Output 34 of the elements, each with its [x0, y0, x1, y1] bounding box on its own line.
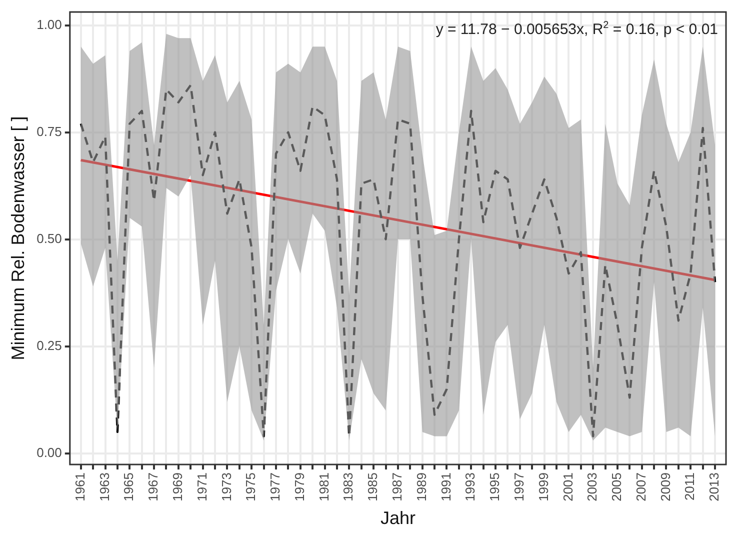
y-axis-title: Minimum Rel. Bodenwasser [ ]: [8, 116, 28, 360]
y-tick-label: 0.75: [36, 124, 62, 139]
x-tick-label: 2009: [658, 472, 673, 502]
x-tick-label: 1969: [170, 472, 186, 502]
x-tick-label: 2013: [706, 472, 722, 502]
x-tick-label: 1985: [365, 472, 380, 502]
x-tick-label: 1979: [292, 472, 307, 502]
x-tick-label: 1977: [268, 472, 283, 502]
x-tick-label: 2007: [633, 472, 648, 502]
x-tick-label: 1963: [96, 472, 112, 502]
x-tick-label: 1987: [390, 472, 405, 502]
x-tick-label: 1975: [243, 472, 258, 502]
x-tick-label: 1999: [536, 472, 551, 502]
x-tick-label: 2003: [584, 472, 600, 502]
x-tick-label: 1997: [511, 472, 526, 502]
x-tick-label: 1965: [121, 472, 136, 502]
x-tick-label: 1989: [414, 472, 429, 502]
x-tick-label: 1971: [194, 472, 210, 502]
x-tick-label: 2005: [609, 472, 624, 502]
x-tick-label: 1961: [72, 472, 88, 502]
y-tick-label: 1.00: [36, 16, 62, 32]
x-tick-label: 1983: [340, 472, 356, 502]
y-tick-label: 0.25: [36, 338, 62, 353]
x-tick-label: 1973: [218, 472, 234, 502]
x-tick-label: 1995: [487, 472, 502, 502]
x-tick-label: 1967: [146, 472, 161, 502]
x-tick-label: 1993: [462, 472, 478, 502]
x-tick-label: 1981: [316, 472, 332, 502]
x-tick-label: 2011: [682, 472, 698, 500]
y-tick-label: 0.50: [36, 230, 62, 246]
x-tick-label: 2001: [560, 472, 576, 502]
x-axis-title: Jahr: [380, 508, 416, 528]
y-tick-label: 0.00: [36, 444, 62, 460]
x-tick-label: 1991: [438, 472, 454, 502]
